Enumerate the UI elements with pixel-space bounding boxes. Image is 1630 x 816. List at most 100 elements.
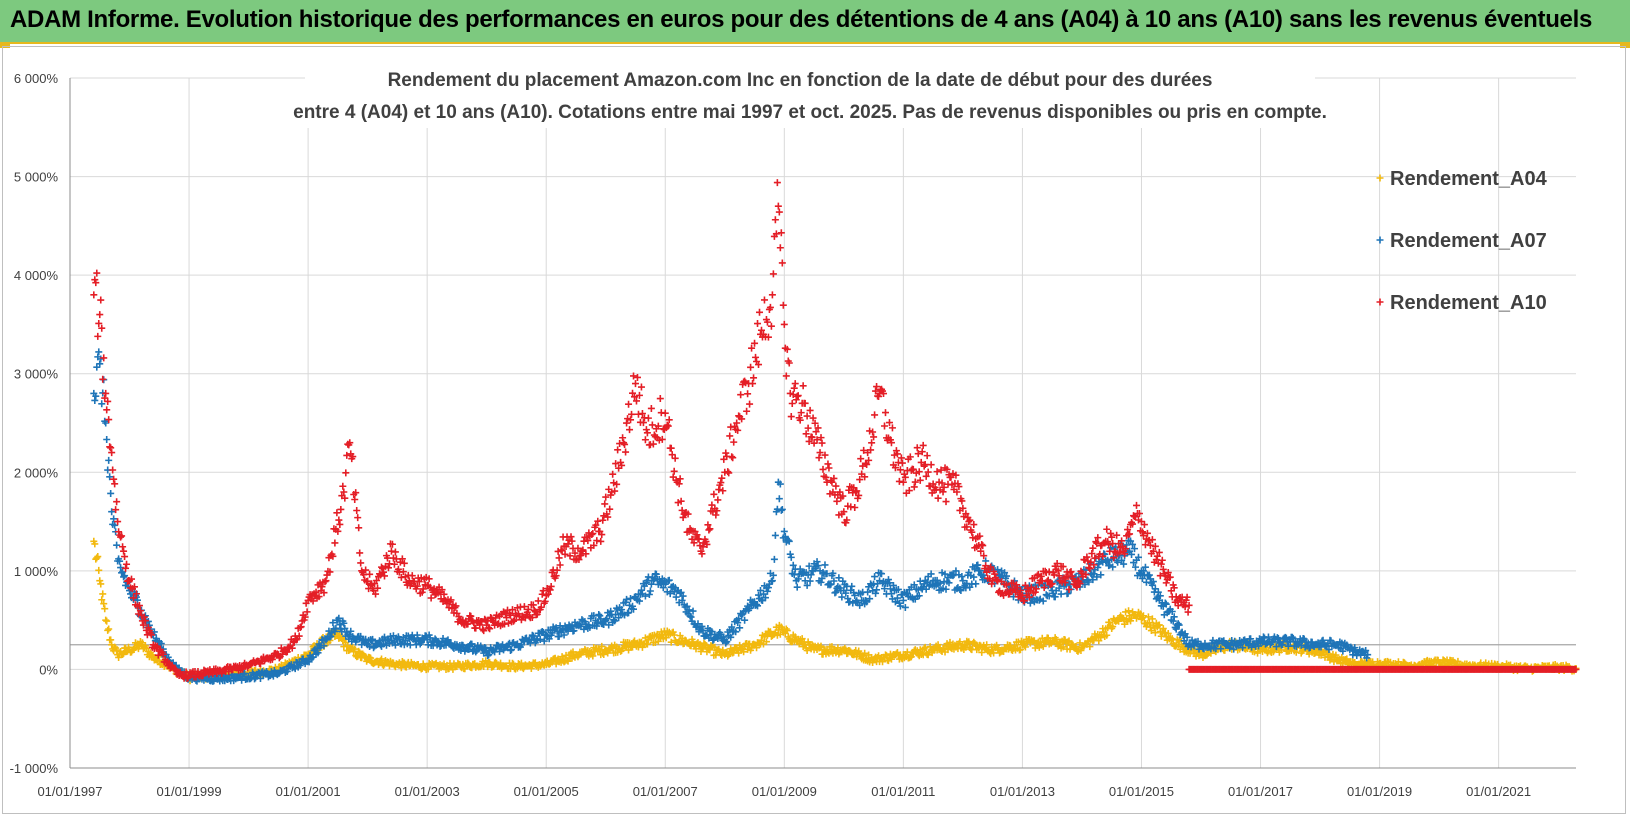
- data-point: [103, 435, 111, 443]
- data-point: [533, 610, 541, 618]
- data-point: [119, 568, 127, 576]
- data-point: [612, 460, 620, 468]
- data-point: [927, 570, 935, 578]
- data-point: [905, 487, 913, 495]
- data-point: [566, 552, 574, 560]
- data-point: [835, 574, 843, 582]
- data-point: [1149, 578, 1157, 586]
- data-point: [857, 455, 865, 463]
- data-point: [120, 573, 128, 581]
- data-point: [734, 426, 742, 434]
- data-point: [862, 597, 870, 605]
- data-point: [872, 589, 880, 597]
- data-point: [590, 541, 598, 549]
- data-point: [540, 637, 548, 645]
- data-point: [861, 649, 869, 657]
- data-point: [604, 513, 612, 521]
- data-point: [913, 444, 921, 452]
- data-point: [133, 596, 141, 604]
- data-point: [943, 465, 951, 473]
- data-point: [917, 458, 925, 466]
- data-point: [1260, 634, 1268, 642]
- data-point: [1083, 553, 1091, 561]
- data-point: [1052, 636, 1060, 644]
- data-point: [919, 441, 927, 449]
- data-point: [710, 490, 718, 498]
- data-point: [601, 500, 609, 508]
- data-point: [398, 555, 406, 563]
- data-point: [974, 561, 982, 569]
- data-point: [811, 419, 819, 427]
- data-point: [770, 555, 778, 563]
- data-point: [589, 530, 597, 538]
- data-point: [400, 559, 408, 567]
- data-point: [527, 665, 535, 673]
- data-point: [641, 436, 649, 444]
- data-point: [103, 406, 111, 414]
- data-point: [675, 480, 683, 488]
- data-point: [764, 333, 772, 341]
- data-point: [815, 454, 823, 462]
- data-point: [887, 655, 895, 663]
- data-point: [625, 609, 633, 617]
- data-point: [1072, 582, 1080, 590]
- data-point: [828, 478, 836, 486]
- data-point: [92, 392, 100, 400]
- data-point: [94, 332, 102, 340]
- data-point: [1122, 545, 1130, 553]
- data-point: [380, 572, 388, 580]
- data-point: [297, 623, 305, 631]
- data-point: [671, 454, 679, 462]
- data-point: [956, 585, 964, 593]
- data-point: [343, 451, 351, 459]
- data-point: [685, 606, 693, 614]
- data-point: [558, 547, 566, 555]
- data-point: [735, 649, 743, 657]
- y-tick-label: 5 000%: [14, 170, 59, 185]
- data-point: [937, 466, 945, 474]
- data-point: [668, 451, 676, 459]
- data-point: [750, 374, 758, 382]
- data-point: [1003, 572, 1011, 580]
- data-point: [842, 589, 850, 597]
- data-point: [1132, 563, 1140, 571]
- data-point: [537, 603, 545, 611]
- data-point: [479, 625, 487, 633]
- data-point: [955, 483, 963, 491]
- data-point: [1162, 579, 1170, 587]
- data-point: [577, 551, 585, 559]
- data-point: [906, 453, 914, 461]
- data-point: [1093, 539, 1101, 547]
- data-point: [102, 616, 110, 624]
- data-point: [734, 619, 742, 627]
- data-point: [687, 613, 695, 621]
- data-point: [485, 651, 493, 659]
- data-point: [1050, 571, 1058, 579]
- data-point: [677, 497, 685, 505]
- data-point: [1157, 560, 1165, 568]
- data-point: [871, 573, 879, 581]
- data-point: [632, 397, 640, 405]
- data-point: [825, 464, 833, 472]
- data-point: [976, 567, 984, 575]
- data-point: [127, 590, 135, 598]
- data-point: [582, 550, 590, 558]
- data-point: [380, 568, 388, 576]
- data-point: [320, 642, 328, 650]
- header-banner: ADAM Informe. Evolution historique des p…: [0, 0, 1630, 44]
- data-point: [295, 632, 303, 640]
- data-point: [553, 566, 561, 574]
- data-point: [1247, 635, 1255, 643]
- data-point: [662, 634, 670, 642]
- data-point: [921, 461, 929, 469]
- data-point: [978, 541, 986, 549]
- data-point: [665, 576, 673, 584]
- data-point: [534, 597, 542, 605]
- data-point: [123, 560, 131, 568]
- data-point: [1153, 552, 1161, 560]
- data-point: [331, 539, 339, 547]
- data-point: [314, 649, 322, 657]
- data-point: [805, 437, 813, 445]
- data-point: [1126, 530, 1134, 538]
- data-point: [1109, 623, 1117, 631]
